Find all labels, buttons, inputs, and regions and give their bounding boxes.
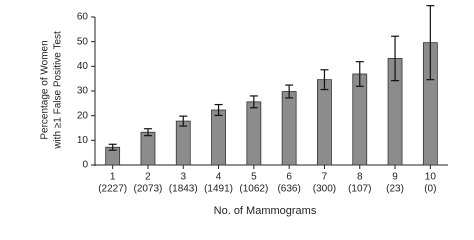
chart: Percentage of Women with ≥1 False Positi…	[40, 5, 448, 217]
y-tick-label: 10	[77, 135, 89, 146]
x-tick-label: 1	[110, 172, 116, 183]
x-axis-label: No. of Mammograms	[214, 205, 317, 217]
error-bar	[108, 143, 117, 151]
y-axis-label: with ≥1 False Positive Test	[53, 31, 64, 150]
x-tick-label: 10	[425, 172, 437, 183]
error-bar	[391, 35, 400, 82]
x-tick-sublabel: (636)	[277, 184, 300, 195]
x-tick-sublabel: (300)	[313, 184, 336, 195]
bar	[317, 79, 332, 166]
x-tick-label: 3	[180, 172, 186, 183]
x-tick-label: 9	[392, 172, 398, 183]
y-tick-label: 30	[77, 86, 89, 97]
x-tick-label: 8	[357, 172, 363, 183]
bar	[352, 73, 368, 166]
x-tick-sublabel: (1062)	[239, 184, 268, 195]
error-bar	[249, 95, 258, 109]
x-tick-label: 5	[251, 172, 257, 183]
error-bar	[143, 128, 152, 137]
x-tick-sublabel: (1843)	[169, 184, 198, 195]
error-bar	[426, 5, 435, 81]
x-tick-label: 6	[286, 172, 292, 183]
bar	[175, 120, 191, 166]
error-bar	[179, 115, 188, 127]
x-tick-label: 7	[322, 172, 328, 183]
y-tick-label: 20	[77, 110, 89, 121]
bar	[140, 131, 156, 166]
bar	[211, 109, 226, 166]
y-axis-label: Percentage of Women	[40, 40, 51, 139]
bar	[281, 91, 297, 166]
y-tick-label: 40	[77, 61, 89, 72]
x-tick-sublabel: (2073)	[133, 184, 162, 195]
error-bar	[320, 69, 329, 91]
x-tick-sublabel: (2227)	[98, 184, 127, 195]
x-tick-sublabel: (1491)	[204, 184, 233, 195]
error-bar	[285, 84, 294, 99]
y-tick-label: 50	[77, 36, 89, 47]
y-tick-label: 0	[82, 160, 88, 171]
x-tick-label: 2	[145, 172, 151, 183]
x-tick-label: 4	[216, 172, 222, 183]
x-tick-sublabel: (107)	[348, 184, 371, 195]
bar	[246, 101, 262, 166]
error-bar	[355, 61, 364, 87]
error-bar	[214, 103, 223, 117]
x-tick-sublabel: (23)	[386, 184, 404, 195]
y-tick-label: 60	[77, 12, 89, 23]
x-tick-sublabel: (0)	[424, 184, 436, 195]
